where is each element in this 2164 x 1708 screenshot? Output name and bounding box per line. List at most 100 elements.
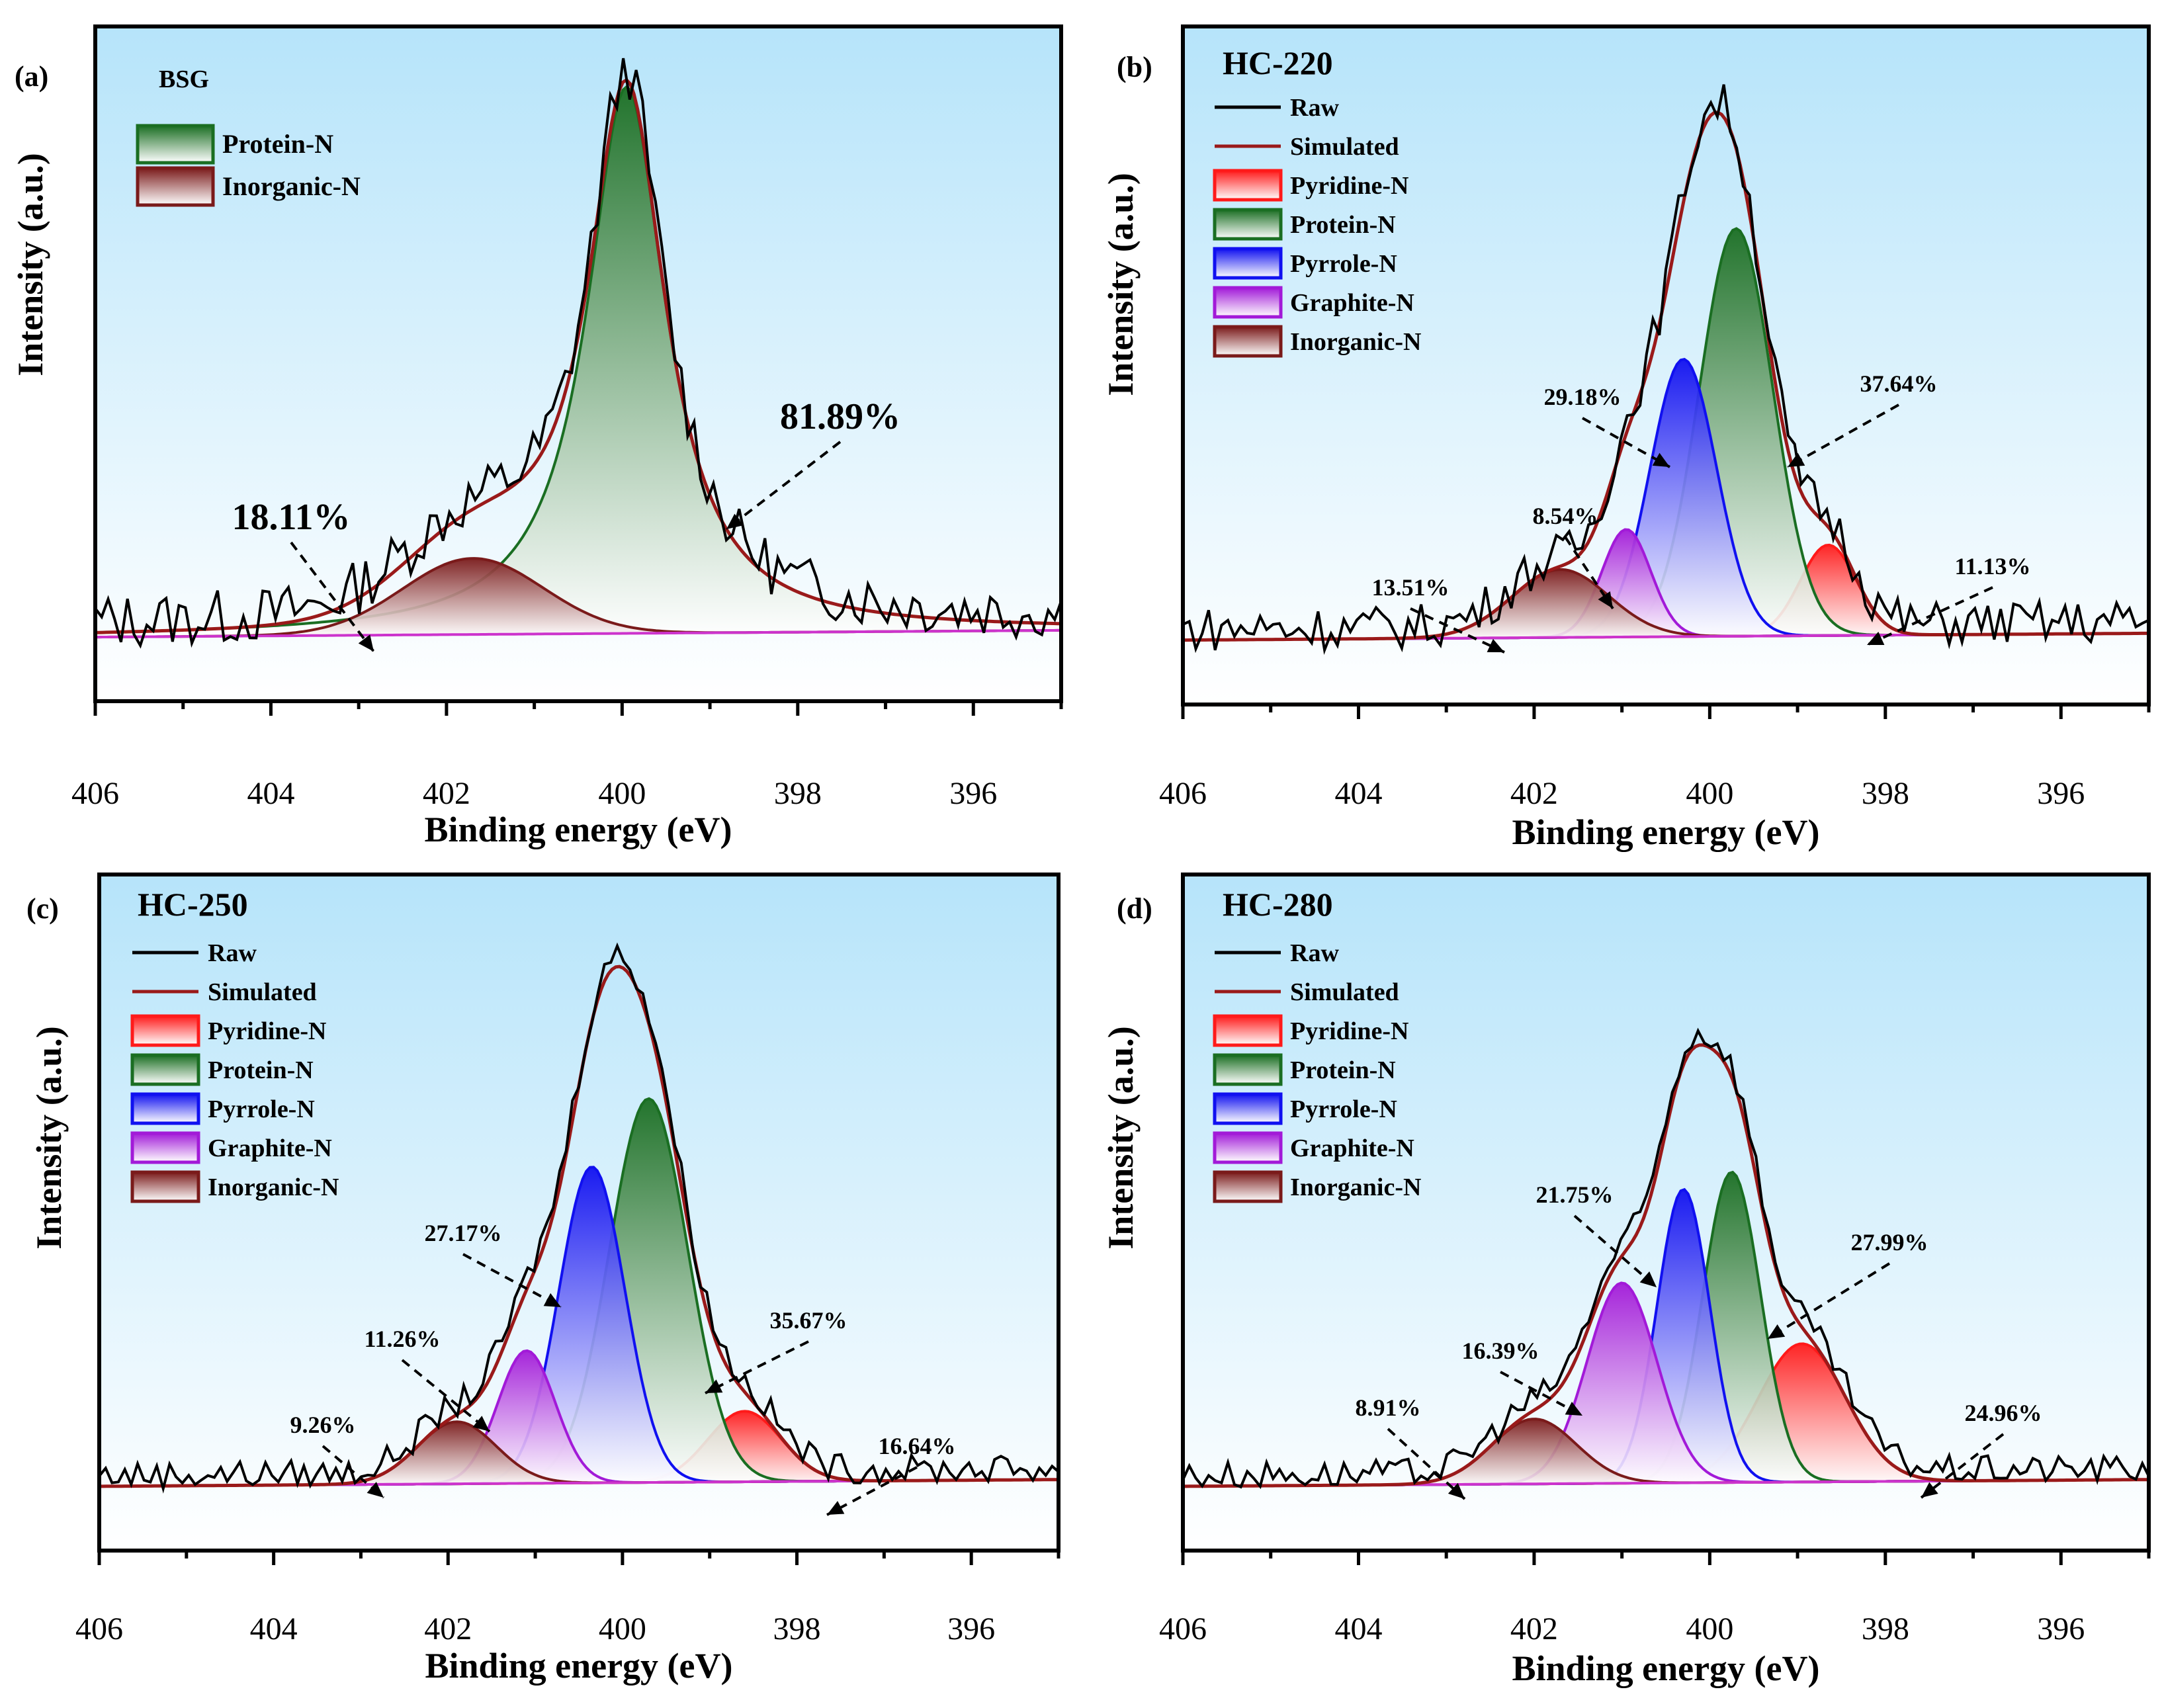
percent-label-inorganic-n: 8.91% [1356, 1394, 1421, 1421]
plot-frame [93, 24, 1063, 703]
annotation-arrow-head [1639, 1271, 1657, 1287]
percent-label-pyridine-n: 16.64% [879, 1433, 956, 1459]
legend: Raw Simulated Pyridine-N Protein-N Pyrrole-N… [1213, 94, 1421, 358]
percent-label-protein-n: 37.64% [1860, 370, 1938, 397]
annotations: 24.96% 27.99% 21.75% 16.39% 8.91% [1356, 1181, 2042, 1500]
annotation-arrow-line [1920, 1433, 2005, 1499]
legend-swatch-pyrrole-n [130, 1092, 200, 1125]
legend-label-protein-n: Protein-N [222, 129, 333, 159]
annotation-arrow-line [290, 541, 375, 653]
annotations: 11.13% 37.64% 29.18% 8.54% 13.51% [1372, 370, 2031, 654]
percent-label-pyrrole-n: 21.75% [1536, 1181, 1614, 1208]
legend-label-raw: Raw [208, 939, 257, 967]
raw-spectrum [95, 58, 1061, 649]
x-tick-label: 400 [598, 776, 646, 811]
annotations: 81.89% 18.11% [232, 396, 900, 653]
x-tick-label: 404 [1334, 776, 1382, 811]
x-tick-label: 396 [947, 1611, 995, 1646]
percent-label-pyrrole-n: 27.17% [425, 1220, 502, 1246]
percent-label-protein-n: 35.67% [770, 1307, 847, 1334]
annotation-arrow-line [1410, 607, 1505, 654]
annotation-arrow-head [1565, 1402, 1582, 1416]
panel-a: 406 404 402 400 398 396 Binding energy (eV) Int… [11, 24, 1063, 849]
annotation-arrow-line [1766, 1262, 1891, 1340]
annotation-arrow-head [1788, 452, 1805, 467]
annotation-arrow-line [1573, 1215, 1658, 1289]
peak-fill-graphite-n [1183, 529, 2149, 640]
legend-label-pyrrole-n: Pyrrole-N [1290, 1095, 1397, 1123]
annotation-arrow-head [726, 513, 744, 529]
x-axis-title: Binding energy (eV) [425, 1646, 733, 1686]
legend-swatch-pyridine-n [1213, 1014, 1283, 1047]
legend-swatch-pyrrole-n [1213, 247, 1283, 280]
panel-d: 406 404 402 400 398 396 Binding energy (eV) Int… [1101, 873, 2151, 1688]
annotation-arrow-head [827, 1501, 845, 1515]
panel-letter: (a) [15, 60, 48, 93]
x-tick-label: 400 [1686, 1611, 1733, 1646]
legend-label-simulated: Simulated [1290, 133, 1399, 161]
annotations: 16.64% 35.67% 27.17% 11.26% 9.26% [290, 1220, 956, 1516]
legend-label-simulated: Simulated [208, 978, 317, 1006]
legend-swatch-pyridine-n [1213, 169, 1283, 202]
plot-frame [1181, 24, 2151, 706]
legend-label-protein-n: Protein-N [208, 1056, 314, 1084]
legend-swatch-graphite-n [1213, 1131, 1283, 1164]
legend-label-simulated: Simulated [1290, 978, 1399, 1006]
x-axis-title: Binding energy (eV) [1512, 812, 1820, 852]
sample-title: HC-220 [1223, 44, 1333, 81]
annotation-arrow-head [1921, 1482, 1938, 1498]
x-tick-label: 406 [75, 1611, 123, 1646]
legend-swatch-inorganic-n [130, 1170, 200, 1203]
legend-swatch-pyrrole-n [1213, 1092, 1283, 1125]
x-tick-label: 406 [71, 776, 119, 811]
percent-label-inorganic-n: 18.11% [232, 497, 351, 538]
x-tick-label: 402 [1510, 776, 1558, 811]
annotation-arrow-head [1652, 452, 1670, 467]
legend-label-pyridine-n: Pyridine-N [208, 1017, 326, 1045]
sample-title: HC-250 [138, 886, 248, 923]
simulated-envelope [1183, 1043, 2149, 1488]
legend-label-pyridine-n: Pyridine-N [1290, 1017, 1408, 1045]
legend: Protein-N Inorganic-N [136, 124, 361, 207]
legend-swatch-inorganic-n [136, 166, 215, 207]
peak-fill-pyrrole-n [99, 1167, 1059, 1486]
x-axis-title: Binding energy (eV) [425, 810, 732, 849]
raw-spectrum [99, 942, 1059, 1494]
legend-label-graphite-n: Graphite-N [208, 1134, 332, 1162]
panel-letter: (c) [26, 892, 59, 925]
x-tick-label: 398 [1862, 1611, 1909, 1646]
annotation-arrow-line [1787, 404, 1899, 468]
x-tick-label: 404 [250, 1611, 298, 1646]
x-tick-label: 404 [1334, 1611, 1382, 1646]
x-tick-label: 398 [773, 1611, 821, 1646]
percent-label-pyrrole-n: 29.18% [1544, 384, 1622, 410]
legend-swatch-graphite-n [1213, 286, 1283, 319]
annotation-arrow-head [1598, 591, 1613, 609]
legend: Raw Simulated Pyridine-N Protein-N Pyrrole-N… [1213, 939, 1421, 1203]
legend-swatch-inorganic-n [1213, 325, 1283, 358]
peak-fill-pyrrole-n [1183, 1189, 2149, 1486]
annotation-arrow-head [1487, 638, 1504, 652]
legend-label-raw: Raw [1290, 94, 1339, 122]
legend-swatch-graphite-n [130, 1131, 200, 1164]
annotation-arrow-line [705, 1340, 809, 1394]
x-tick-label: 396 [2037, 776, 2085, 811]
annotation-arrow-line [1582, 417, 1670, 468]
legend-swatch-protein-n [1213, 208, 1283, 241]
x-tick-label: 396 [949, 776, 997, 811]
percent-label-inorganic-n: 13.51% [1372, 574, 1450, 601]
x-tick-label: 404 [247, 776, 294, 811]
x-tick-label: 402 [1510, 1611, 1558, 1646]
legend-swatch-inorganic-n [1213, 1170, 1283, 1203]
sample-title: HC-280 [1223, 886, 1333, 923]
x-tick-label: 400 [1686, 776, 1733, 811]
x-tick-label: 402 [423, 776, 470, 811]
annotation-arrow-head [1867, 632, 1885, 646]
raw-spectrum [1183, 84, 2149, 656]
annotation-arrow-head [1448, 1482, 1465, 1499]
raw-spectrum [1183, 1027, 2149, 1490]
x-tick-label: 396 [2037, 1611, 2085, 1646]
peak-fill-inorganic-n [95, 558, 1061, 638]
x-tick-label: 402 [424, 1611, 472, 1646]
